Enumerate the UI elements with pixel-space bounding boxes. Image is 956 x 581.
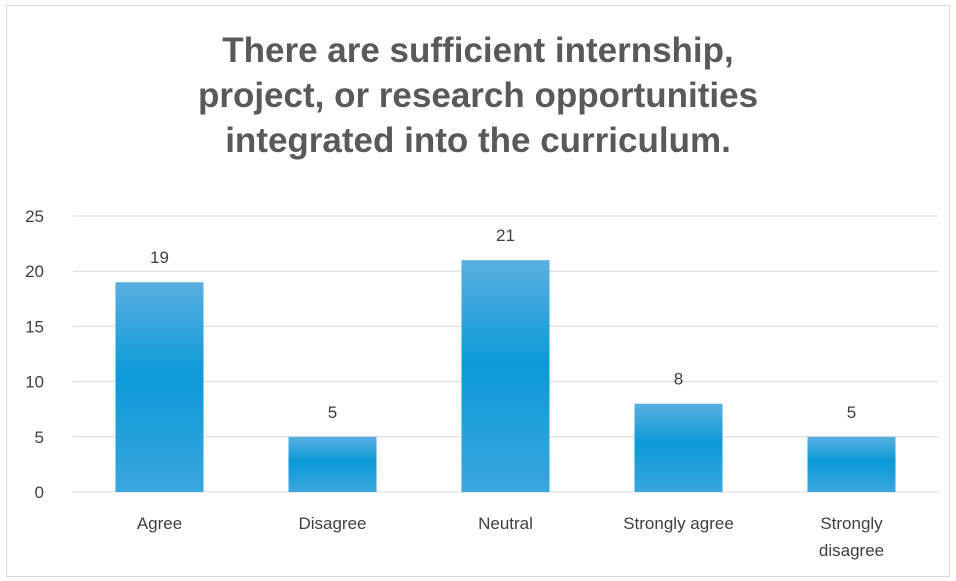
bar-agree [115,282,204,492]
y-tick-label-5: 5 [35,428,44,447]
x-category-label-strongly-agree: Strongly agree [623,514,734,533]
y-tick-label-20: 20 [25,262,44,281]
x-axis-category-labels: Agree Disagree Neutral Strongly agree Strong… [137,514,884,560]
chart-title-line-2: project, or research opportunities [197,76,759,115]
chart-title: There are sufficient internship, project… [0,28,956,163]
data-label-strongly-disagree: 5 [847,403,856,422]
bar-disagree [288,436,377,492]
y-tick-label-10: 10 [25,373,44,392]
y-tick-label-0: 0 [35,483,44,502]
bar-strongly-agree [634,403,723,492]
x-category-label-neutral: Neutral [478,514,533,533]
chart-title-line-1: There are sufficient internship, [222,31,734,70]
data-labels: 19 5 21 8 5 [150,226,856,422]
data-label-neutral: 21 [496,226,515,245]
y-axis-tick-labels: 0 5 10 15 20 25 [25,207,44,502]
x-category-label-strongly-disagree: Strongly disagree [819,514,884,560]
bar-strongly-disagree [807,436,896,492]
chart-title-line-3: integrated into the curriculum. [225,121,731,160]
data-label-disagree: 5 [328,403,337,422]
bars [115,260,896,492]
y-tick-label-15: 15 [25,317,44,336]
bar-neutral [461,260,550,492]
y-tick-label-25: 25 [25,207,44,226]
x-category-label-agree: Agree [137,514,182,533]
data-label-agree: 19 [150,248,169,267]
x-category-label-disagree: Disagree [298,514,366,533]
data-label-strongly-agree: 8 [674,370,683,389]
